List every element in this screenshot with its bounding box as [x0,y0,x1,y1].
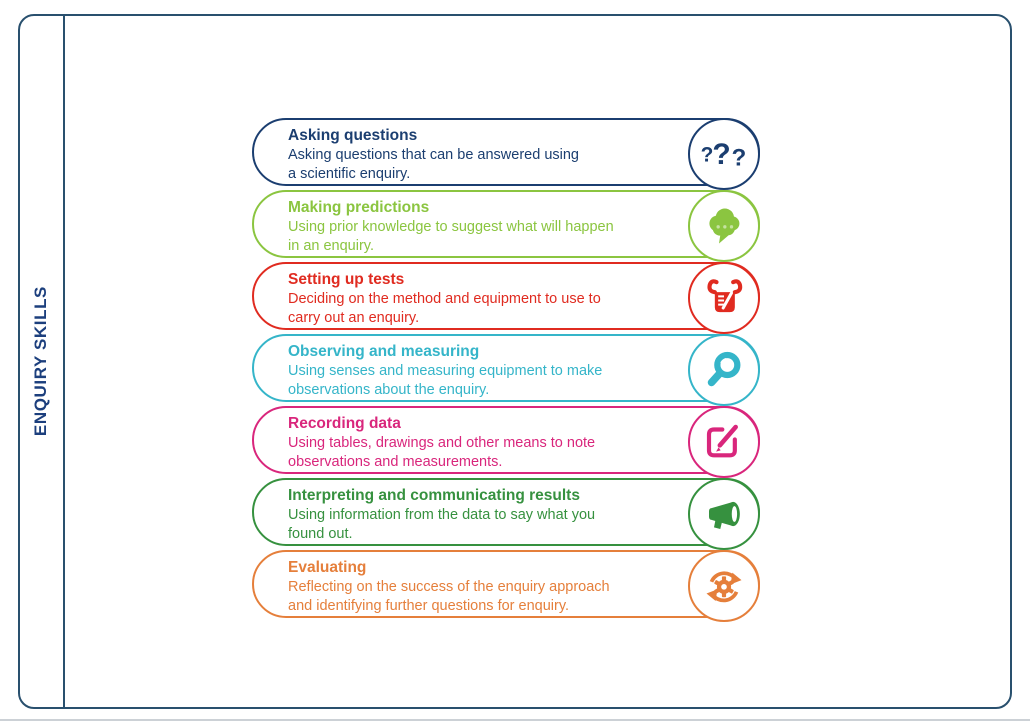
skill-row: Asking questions Asking questions that c… [252,118,760,190]
cycle-gear-icon [706,571,742,603]
skill-text: Setting up tests Deciding on the method … [254,264,758,328]
skill-icon-circle [688,478,760,550]
skill-title: Asking questions [288,127,418,144]
skill-row: Making predictions Using prior knowledge… [252,190,760,262]
megaphone-icon [709,501,740,529]
skill-icon-circle [688,262,760,334]
skill-title: Evaluating [288,559,367,576]
skill-description-line: found out. [288,526,353,542]
svg-text:?: ? [732,145,747,172]
skill-description: Asking questions that can be answered us… [288,146,678,184]
skill-icon-circle [688,406,760,478]
skill-icon-circle [688,334,760,406]
skill-description-line: in an enquiry. [288,238,374,254]
edit-pencil-icon [706,424,738,458]
skill-title: Recording data [288,415,401,432]
skill-row: Recording data Using tables, drawings an… [252,406,760,478]
sidebar-divider-line [63,14,65,709]
skill-text: Making predictions Using prior knowledge… [254,192,758,256]
question-marks-icon: ??? [701,138,747,172]
skill-text: Evaluating Reflecting on the success of … [254,552,758,616]
skill-title: Observing and measuring [288,343,480,360]
beaker-icon [707,279,743,313]
svg-text:?: ? [712,138,730,171]
skill-description-line: observations about the enquiry. [288,382,490,398]
skills-list: Asking questions Asking questions that c… [252,118,760,622]
thought-cloud-icon [709,208,740,244]
skill-icon-circle [688,190,760,262]
skill-description-line: Using prior knowledge to suggest what wi… [288,219,614,235]
skill-title: Setting up tests [288,271,405,288]
skill-title: Making predictions [288,199,430,216]
sidebar: ENQUIRY SKILLS [18,14,64,709]
skill-icon-circle [688,550,760,622]
skill-row: Interpreting and communicating results U… [252,478,760,550]
svg-text:?: ? [701,144,714,167]
page-edge-line [0,719,1030,721]
skill-description: Using senses and measuring equipment to … [288,362,678,400]
skill-description-line: Using tables, drawings and other means t… [288,435,596,451]
skill-description-line: observations and measurements. [288,454,503,470]
skill-description-line: Deciding on the method and equipment to … [288,291,601,307]
skill-icon-circle: ??? [688,118,760,190]
skill-text: Interpreting and communicating results U… [254,480,758,544]
skill-title: Interpreting and communicating results [288,487,580,504]
skill-text: Asking questions Asking questions that c… [254,120,758,184]
skill-description: Using prior knowledge to suggest what wi… [288,218,678,256]
skill-text: Observing and measuring Using senses and… [254,336,758,400]
skill-text: Recording data Using tables, drawings an… [254,408,758,472]
skill-row: Observing and measuring Using senses and… [252,334,760,406]
sidebar-title: ENQUIRY SKILLS [31,286,50,437]
skill-description: Reflecting on the success of the enquiry… [288,578,678,616]
skill-description-line: Using information from the data to say w… [288,507,596,523]
skill-description-line: and identifying further questions for en… [288,598,570,614]
skill-row: Evaluating Reflecting on the success of … [252,550,760,622]
skill-description: Using tables, drawings and other means t… [288,434,678,472]
skill-description-line: Using senses and measuring equipment to … [288,363,603,379]
magnifier-icon [707,351,741,387]
skill-description: Deciding on the method and equipment to … [288,290,678,328]
skill-description: Using information from the data to say w… [288,506,678,544]
skill-description-line: Reflecting on the success of the enquiry… [288,579,610,595]
skill-description-line: a scientific enquiry. [288,166,411,182]
skill-description-line: Asking questions that can be answered us… [288,147,579,163]
skill-description-line: carry out an enquiry. [288,310,420,326]
skill-row: Setting up tests Deciding on the method … [252,262,760,334]
